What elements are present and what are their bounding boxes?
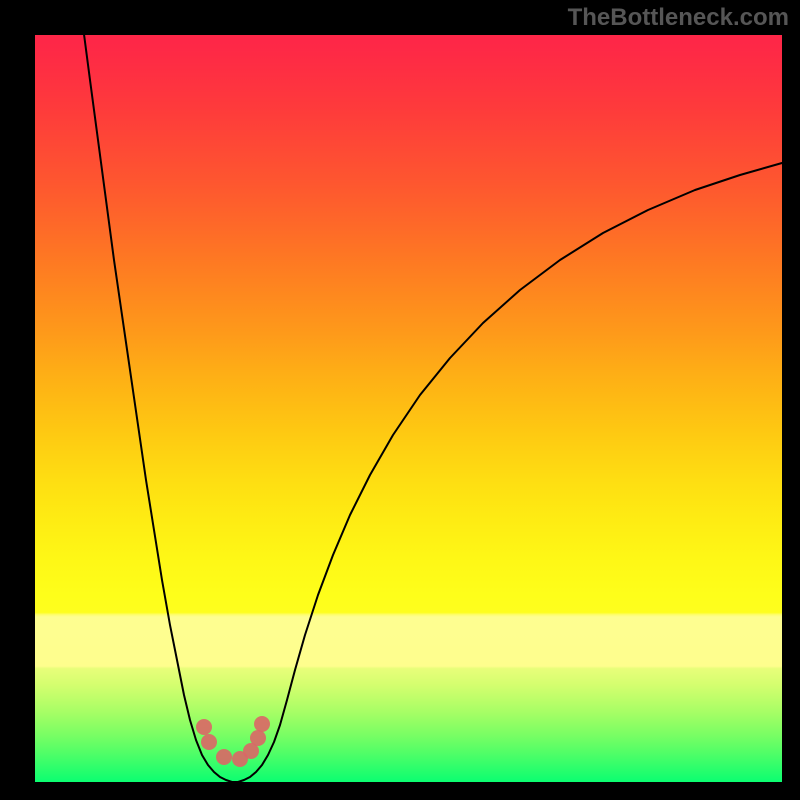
- gradient-area: [35, 35, 782, 782]
- scatter-dot: [201, 734, 217, 750]
- scatter-dot: [216, 749, 232, 765]
- scatter-markers: [196, 716, 270, 767]
- chart-frame: TheBottleneck.com: [0, 0, 800, 800]
- scatter-dot: [243, 743, 259, 759]
- bottleneck-curve: [82, 19, 782, 782]
- background-rect: [0, 0, 800, 800]
- chart-svg: [0, 0, 800, 800]
- scatter-dot: [250, 730, 266, 746]
- scatter-dot: [254, 716, 270, 732]
- scatter-dot: [232, 751, 248, 767]
- scatter-dot: [196, 719, 212, 735]
- attribution-text: TheBottleneck.com: [568, 4, 789, 32]
